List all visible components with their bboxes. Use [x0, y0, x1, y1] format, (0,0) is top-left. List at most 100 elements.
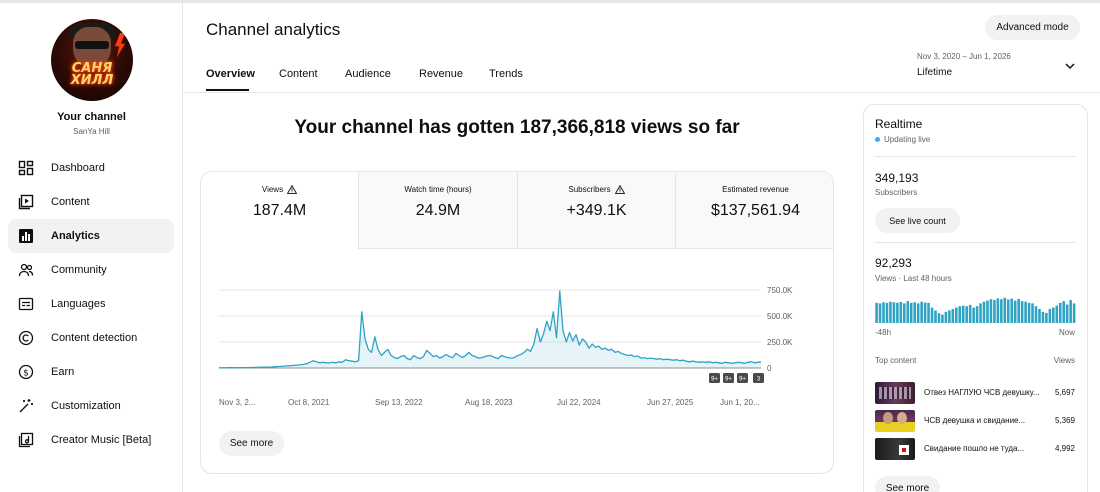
realtime-bar[interactable] [1024, 301, 1027, 323]
realtime-bar-chart[interactable] [875, 295, 1076, 323]
realtime-bar[interactable] [1006, 299, 1010, 323]
views-chart[interactable]: 750.0K 500.0K 250.0K 0 Nov 3, 2... Oct 8, 202… [201, 249, 833, 419]
sidebar-item-customization[interactable]: Customization [8, 389, 174, 423]
realtime-bar[interactable] [906, 301, 910, 323]
tab-revenue[interactable]: Revenue [419, 68, 464, 80]
sidebar-item-content[interactable]: Content [8, 185, 174, 219]
top-content-row[interactable]: Отвез НАГЛУЮ ЧСВ девушку... 5,697 [875, 382, 1076, 404]
warning-icon[interactable] [287, 185, 298, 194]
realtime-bar[interactable] [1020, 301, 1024, 323]
metric-subscribers[interactable]: Subscribers +349.1K [518, 172, 676, 249]
realtime-bar[interactable] [955, 307, 958, 323]
advanced-mode-button[interactable]: Advanced mode [985, 15, 1080, 40]
realtime-bar[interactable] [927, 302, 930, 323]
realtime-bar[interactable] [896, 302, 899, 323]
realtime-bar[interactable] [961, 305, 965, 323]
metric-views[interactable]: Views 187.4M [201, 172, 359, 249]
realtime-bar[interactable] [1031, 303, 1034, 323]
sidebar-item-dashboard[interactable]: Dashboard [8, 151, 174, 185]
realtime-bar[interactable] [882, 302, 885, 323]
sidebar-item-creator-music[interactable]: Creator Music [Beta] [8, 423, 174, 457]
tab-overview[interactable]: Overview [206, 68, 255, 80]
realtime-bar[interactable] [934, 310, 937, 323]
realtime-bar[interactable] [930, 307, 934, 323]
tab-content[interactable]: Content [279, 68, 318, 80]
realtime-bar[interactable] [1062, 301, 1066, 323]
sidebar-item-community[interactable]: Community [8, 253, 174, 287]
realtime-bar[interactable] [875, 302, 878, 323]
sidebar-item-content-detection[interactable]: Content detection [8, 321, 174, 355]
sidebar-item-languages[interactable]: Languages [8, 287, 174, 321]
sidebar-item-analytics[interactable]: Analytics [8, 219, 174, 253]
warning-icon[interactable] [614, 185, 625, 194]
realtime-bar[interactable] [885, 302, 889, 323]
see-more-button[interactable]: See more [219, 431, 284, 456]
realtime-bar[interactable] [1045, 312, 1048, 323]
x-tick-label: Sep 13, 2022 [375, 398, 423, 407]
realtime-bar[interactable] [1017, 298, 1020, 323]
tab-trends[interactable]: Trends [489, 68, 523, 80]
channel-avatar[interactable]: САНЯ ХИЛЛ [51, 19, 133, 101]
views-series-line[interactable] [219, 290, 762, 369]
realtime-bar[interactable] [972, 307, 975, 323]
realtime-bar[interactable] [920, 301, 923, 323]
realtime-bar[interactable] [958, 306, 962, 323]
realtime-bar[interactable] [941, 314, 944, 323]
realtime-bar[interactable] [923, 302, 927, 323]
realtime-bar[interactable] [996, 298, 1000, 323]
realtime-bar[interactable] [1069, 300, 1072, 323]
upload-marker[interactable] [753, 373, 764, 383]
realtime-bar[interactable] [1034, 306, 1038, 323]
metric-watch-time[interactable]: Watch time (hours) 24.9M [359, 172, 518, 249]
tab-audience[interactable]: Audience [345, 68, 391, 80]
date-range[interactable]: Nov 3, 2020 – Jun 1, 2026 [917, 52, 1011, 61]
realtime-bar[interactable] [909, 302, 913, 323]
realtime-bar[interactable] [1048, 309, 1052, 323]
realtime-bar[interactable] [1072, 303, 1076, 323]
realtime-bar[interactable] [1003, 297, 1007, 323]
realtime-bar[interactable] [916, 303, 920, 323]
realtime-bar[interactable] [878, 303, 882, 323]
top-content-row[interactable]: ЧСВ девушка и свидание... 5,369 [875, 410, 1076, 432]
realtime-bar[interactable] [944, 311, 948, 323]
realtime-bar[interactable] [1027, 302, 1031, 323]
metric-revenue[interactable]: Estimated revenue $137,561.94 [676, 172, 833, 249]
y-tick-label: 250.0K [767, 338, 793, 347]
realtime-bar[interactable] [1058, 302, 1062, 323]
realtime-bar[interactable] [1038, 309, 1041, 323]
realtime-bar[interactable] [1052, 307, 1055, 323]
realtime-bar[interactable] [1055, 305, 1059, 323]
realtime-bar[interactable] [979, 303, 982, 323]
realtime-bar[interactable] [951, 309, 955, 323]
realtime-bar[interactable] [1013, 300, 1017, 323]
see-live-count-button[interactable]: See live count [875, 208, 960, 233]
content-icon [18, 194, 34, 210]
realtime-bar[interactable] [1000, 299, 1003, 323]
realtime-bar[interactable] [937, 313, 941, 323]
realtime-bar[interactable] [903, 303, 906, 323]
top-content-row[interactable]: Свидание пошло не туда... 4,992 [875, 438, 1076, 460]
realtime-bar[interactable] [892, 302, 896, 323]
realtime-bar[interactable] [989, 299, 993, 323]
realtime-bar[interactable] [913, 302, 916, 323]
upload-marker[interactable] [709, 373, 720, 383]
realtime-bar[interactable] [975, 306, 979, 323]
realtime-bar[interactable] [889, 301, 892, 323]
upload-marker[interactable] [723, 373, 734, 383]
sidebar-item-earn[interactable]: $ Earn [8, 355, 174, 389]
realtime-bar[interactable] [993, 300, 996, 323]
date-range-label[interactable]: Lifetime [917, 67, 953, 78]
realtime-bar[interactable] [986, 300, 989, 323]
realtime-bar[interactable] [982, 301, 986, 323]
realtime-bar[interactable] [1041, 311, 1045, 323]
realtime-bar[interactable] [968, 304, 972, 323]
realtime-bar[interactable] [965, 306, 968, 323]
realtime-bar[interactable] [899, 302, 903, 323]
upload-marker[interactable] [737, 373, 748, 383]
realtime-bar[interactable] [948, 310, 951, 323]
realtime-bar[interactable] [1010, 298, 1014, 323]
y-tick-label: 750.0K [767, 286, 793, 295]
realtime-see-more-button[interactable]: See more [875, 476, 940, 492]
realtime-bar[interactable] [1065, 304, 1069, 323]
chevron-down-icon[interactable] [1064, 60, 1076, 72]
